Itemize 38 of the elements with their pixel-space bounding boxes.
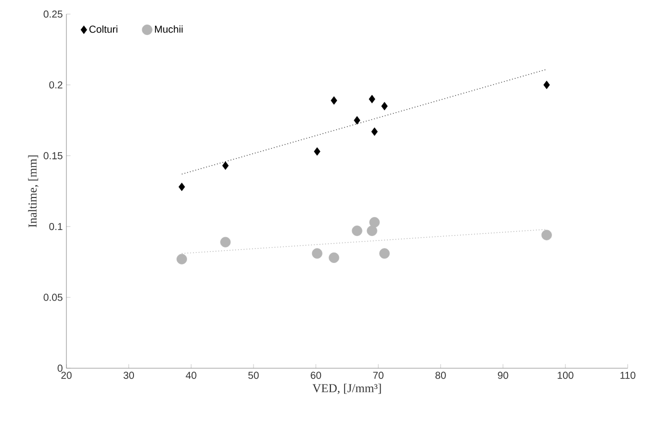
point: [541, 230, 552, 240]
x-tick-label: 50: [248, 372, 259, 380]
x-tick-label: 60: [310, 372, 322, 380]
y-tick-label: 0.25: [44, 10, 62, 18]
y-tick-label: 0: [58, 364, 62, 372]
point: [330, 96, 338, 105]
y-tick-label: 0.05: [44, 294, 62, 302]
point: [371, 128, 378, 136]
point: [543, 80, 550, 90]
legend-label: Muchii: [155, 26, 183, 33]
x-tick-label: 100: [558, 372, 574, 380]
point: [176, 254, 188, 265]
y-tick-label: 0.2: [49, 82, 62, 89]
point: [220, 237, 231, 248]
x-tick-label: 40: [186, 372, 196, 380]
x-tick-label: 20: [61, 372, 72, 380]
point: [222, 162, 229, 170]
point: [354, 116, 360, 125]
point: [352, 226, 362, 236]
point: [379, 248, 390, 259]
point: [369, 217, 380, 228]
y-tick-label: 0.15: [44, 152, 62, 160]
point: [314, 147, 320, 156]
point: [368, 95, 376, 104]
x-tick-label: 110: [620, 372, 636, 380]
point: [178, 182, 186, 192]
y-tick-label: 0.1: [49, 223, 62, 230]
x-tick-label: 80: [435, 372, 446, 380]
legend-label: Colturi: [89, 26, 118, 33]
point: [312, 248, 322, 259]
x-tick-label: 90: [498, 372, 508, 380]
y-axis-title: Inaltime, [mm]: [28, 156, 38, 228]
x-tick-label: 70: [373, 372, 384, 380]
x-axis-title: VED, [J/mm³]: [312, 384, 381, 394]
x-tick-label: 30: [124, 372, 134, 380]
point: [328, 252, 340, 264]
point: [366, 226, 378, 236]
point: [381, 102, 388, 111]
